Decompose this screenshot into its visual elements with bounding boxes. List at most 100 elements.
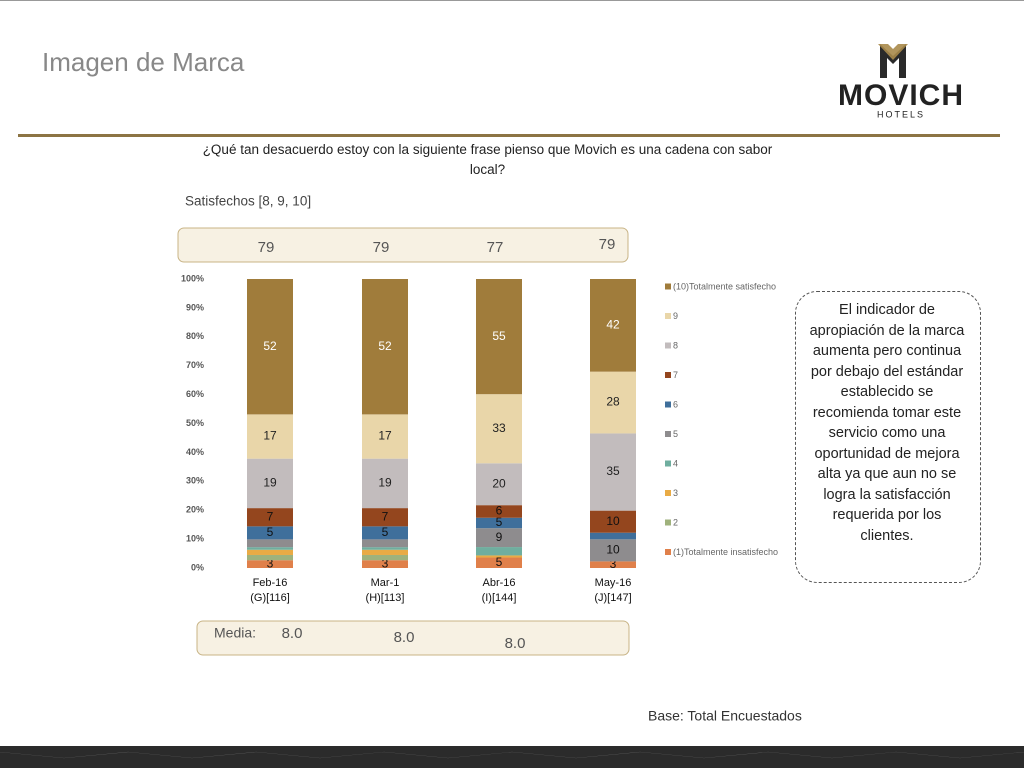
legend-swatch <box>665 490 671 496</box>
bar-segment <box>362 539 408 548</box>
value-label: 10 <box>606 543 620 557</box>
bar-segment <box>247 279 293 415</box>
value-label: 17 <box>378 429 392 443</box>
logo-mark <box>878 44 908 78</box>
bar-segment <box>247 539 293 548</box>
bar-segment <box>247 554 293 561</box>
legend-swatch <box>665 283 671 290</box>
satisfied-value: 79 <box>258 239 275 256</box>
legend-swatch <box>665 460 671 467</box>
x-tick-label: Feb-16 <box>253 577 288 589</box>
value-label: 55 <box>492 329 506 343</box>
bar-segment <box>362 279 408 415</box>
bar-segment <box>362 549 408 555</box>
value-label: 20 <box>492 476 506 490</box>
bar-segment <box>476 555 522 558</box>
value-label: 3 <box>382 556 389 570</box>
logo-text: MOVICH <box>838 79 964 112</box>
bar-segment <box>247 458 293 509</box>
satisfied-value: 77 <box>487 239 504 256</box>
legend-label: 4 <box>673 458 678 468</box>
value-label: 5 <box>267 525 274 539</box>
bar-segment <box>476 394 522 464</box>
legend-swatch <box>665 549 671 555</box>
bar-segment <box>476 547 522 556</box>
legend-swatch <box>665 519 671 526</box>
bar-segment <box>590 532 636 540</box>
media-value: 8.0 <box>505 635 526 652</box>
bar-segment <box>590 279 636 372</box>
legend-swatch <box>665 342 671 349</box>
value-label: 7 <box>267 509 274 523</box>
header-rule <box>18 134 1000 137</box>
bar-segment <box>476 463 522 506</box>
media-value: 8.0 <box>394 629 415 646</box>
media-label: Media: <box>214 625 256 641</box>
value-label: 19 <box>263 476 277 490</box>
y-tick-label: 50% <box>186 418 204 428</box>
bar-segment <box>590 539 636 562</box>
bar-segment <box>362 526 408 540</box>
legend-label: 9 <box>673 311 678 321</box>
bar-segment <box>476 517 522 529</box>
value-label: 5 <box>496 515 503 529</box>
bar-segment <box>247 414 293 459</box>
bar-segment <box>590 433 636 511</box>
bar-segment <box>362 508 408 527</box>
value-label: 35 <box>606 464 620 478</box>
x-tick-base: (G)[116] <box>250 592 290 604</box>
legend-label: 5 <box>673 429 678 439</box>
legend-swatch <box>665 401 671 408</box>
value-label: 42 <box>606 318 620 332</box>
note-box: El indicador de apropiación de la marca … <box>795 291 981 583</box>
legend-swatch <box>665 372 671 378</box>
bar-segment <box>590 510 636 533</box>
x-tick-label: Mar-1 <box>371 577 400 589</box>
satisfied-value: 79 <box>373 239 390 256</box>
media-value: 8.0 <box>282 625 303 642</box>
legend-label: 3 <box>673 488 678 498</box>
x-tick-label: May-16 <box>595 577 632 589</box>
value-label: 3 <box>610 557 617 571</box>
value-label: 6 <box>496 504 503 518</box>
value-label: 5 <box>382 525 389 539</box>
value-label: 17 <box>263 429 277 443</box>
bar-segment <box>476 279 522 395</box>
legend-label: 6 <box>673 399 678 409</box>
bar-segment <box>476 505 522 518</box>
y-tick-label: 40% <box>186 447 204 457</box>
y-tick-label: 10% <box>186 533 204 543</box>
satisfied-label: Satisfechos [8, 9, 10] <box>185 194 311 209</box>
bar-segment <box>247 526 293 540</box>
legend-label: (1)Totalmente insatisfecho <box>673 547 778 557</box>
bottom-band <box>0 746 1024 768</box>
bar-segment <box>247 508 293 527</box>
logo-sub: HOTELS <box>877 109 925 119</box>
x-tick-base: (H)[113] <box>366 592 405 604</box>
bar-segment <box>476 557 522 568</box>
x-tick-base: (I)[144] <box>482 592 517 604</box>
band-pattern <box>0 751 1024 759</box>
y-tick-label: 30% <box>186 476 204 486</box>
legend-label: 2 <box>673 517 678 527</box>
bar-segment <box>362 458 408 509</box>
slide-title: Imagen de Marca <box>42 47 245 77</box>
x-tick-base: (J)[147] <box>594 592 631 604</box>
y-tick-label: 0% <box>191 562 204 572</box>
satisfied-box <box>177 227 629 263</box>
media-box <box>196 620 630 656</box>
value-label: 10 <box>606 514 620 528</box>
value-label: 3 <box>267 556 274 570</box>
bar-segment <box>590 561 636 568</box>
bar-segment <box>247 560 293 568</box>
bar-segment <box>362 414 408 459</box>
legend-swatch <box>665 313 671 319</box>
value-label: 52 <box>263 339 277 353</box>
y-tick-label: 70% <box>186 360 204 370</box>
question: ¿Qué tan desacuerdo estoy con la siguien… <box>202 142 773 177</box>
bar-segment <box>362 560 408 568</box>
value-label: 28 <box>606 395 620 409</box>
value-label: 5 <box>496 555 503 569</box>
y-tick-label: 20% <box>186 505 204 515</box>
